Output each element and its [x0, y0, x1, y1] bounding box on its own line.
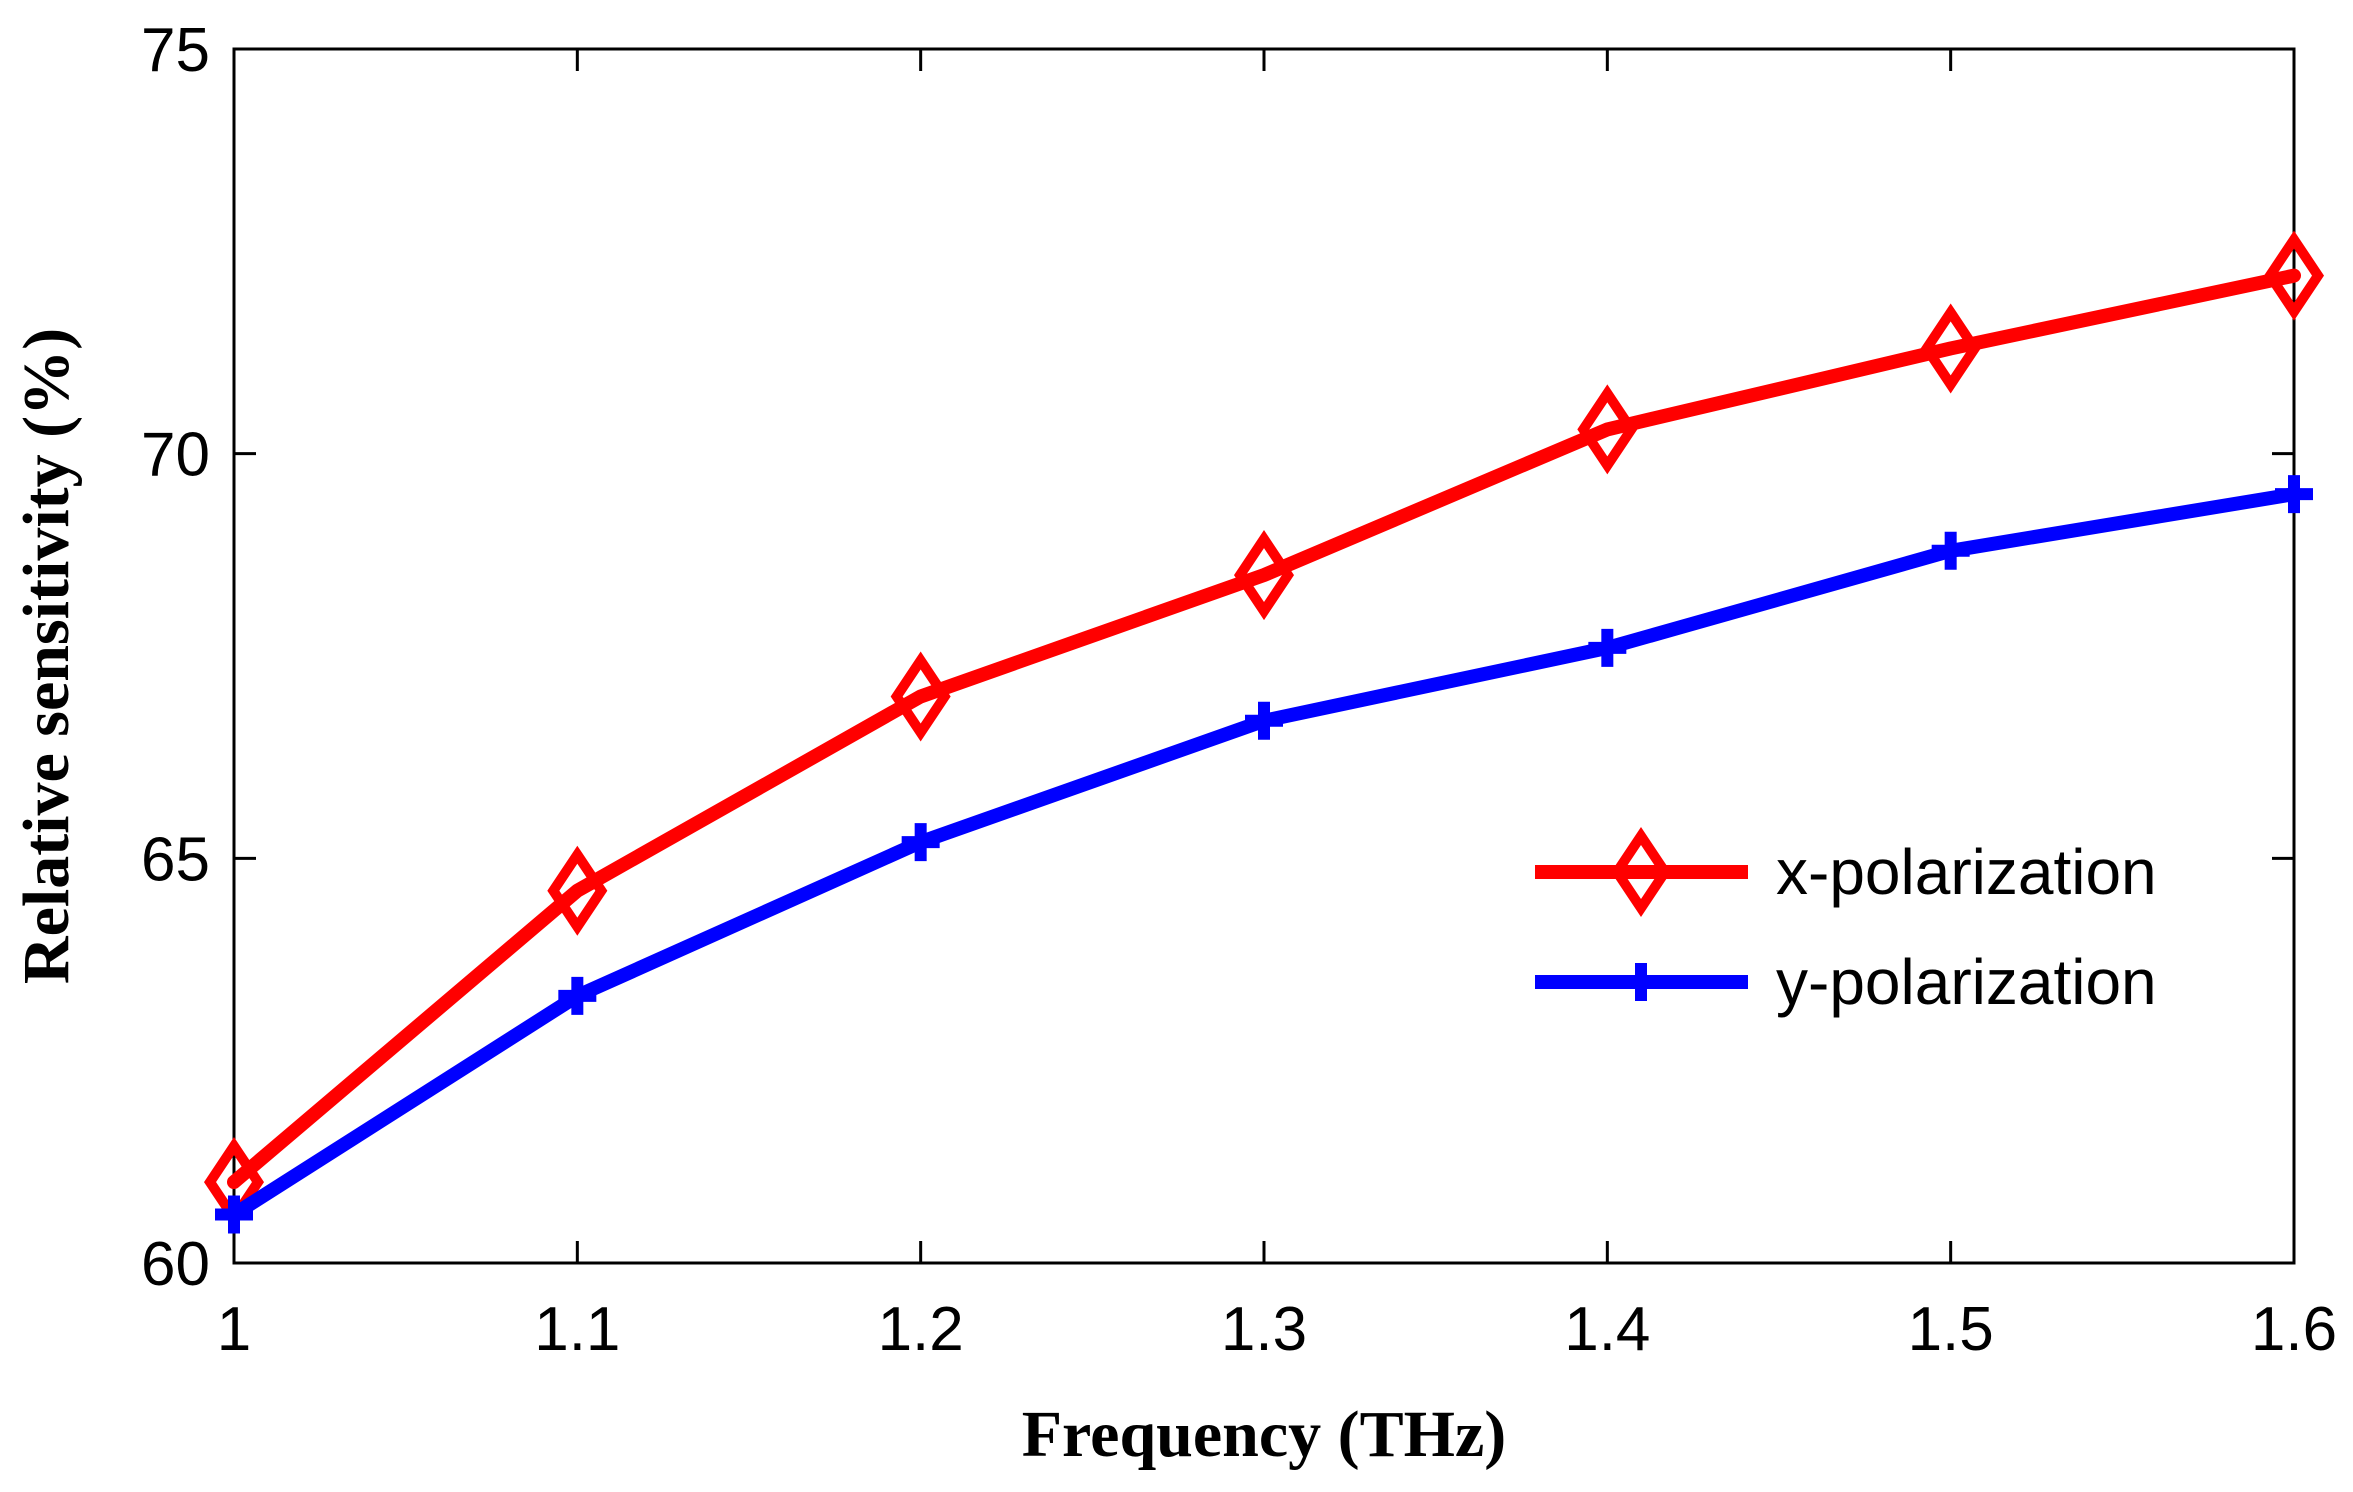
series-y-polarization — [215, 475, 2313, 1234]
data-point-x-polarization — [1233, 530, 1295, 621]
series-line-x-polarization — [227, 268, 2301, 1190]
legend-marker-y-polarization — [1622, 963, 1660, 1001]
data-point-y-polarization — [1588, 628, 1627, 667]
x-tick-label: 1.6 — [2251, 1295, 2337, 1364]
x-tick-label: 1.4 — [1564, 1295, 1650, 1364]
y-tick-labels: 60 65 70 75 — [141, 16, 210, 1299]
x-tick-label: 1.3 — [1221, 1295, 1307, 1364]
legend-label-y-polarization: y-polarization — [1776, 946, 2157, 1018]
x-tick-label: 1.2 — [878, 1295, 964, 1364]
axis-ticks — [232, 47, 2296, 1265]
data-point-y-polarization — [558, 976, 597, 1015]
data-point-x-polarization — [890, 651, 951, 742]
data-point-x-polarization — [1577, 384, 1638, 475]
data-point-x-polarization — [547, 845, 608, 936]
legend: x-polarization y-polarization — [1535, 826, 2157, 1018]
data-point-y-polarization — [1245, 701, 1283, 740]
data-point-y-polarization — [901, 823, 940, 862]
legend-marker-x-polarization — [1610, 826, 1672, 918]
x-tick-label: 1.1 — [534, 1295, 620, 1364]
x-axis-title: Frequency (THz) — [1022, 1398, 1507, 1471]
y-axis-title: Relative sensitivity (%) — [10, 328, 83, 984]
data-point-x-polarization — [2263, 230, 2325, 321]
data-point-y-polarization — [1931, 531, 1970, 570]
y-tick-label: 70 — [141, 421, 210, 490]
series-layer — [203, 230, 2325, 1234]
plot-area — [232, 47, 2296, 1265]
x-tick-labels: 1 1.1 1.2 1.3 1.4 1.5 1.6 — [217, 1295, 2337, 1364]
y-tick-label: 65 — [141, 825, 210, 894]
y-tick-label: 60 — [141, 1230, 210, 1299]
data-point-x-polarization — [1920, 303, 1981, 394]
legend-label-x-polarization: x-polarization — [1776, 836, 2157, 908]
y-tick-label: 75 — [141, 16, 210, 85]
x-tick-label: 1.5 — [1908, 1295, 1994, 1364]
legend-entry-x-polarization: x-polarization — [1535, 826, 2157, 918]
data-point-y-polarization — [2275, 475, 2313, 514]
legend-entry-y-polarization: y-polarization — [1535, 946, 2157, 1018]
series-x-polarization — [203, 230, 2325, 1228]
data-point-y-polarization — [215, 1195, 253, 1234]
x-tick-label: 1 — [217, 1295, 251, 1364]
